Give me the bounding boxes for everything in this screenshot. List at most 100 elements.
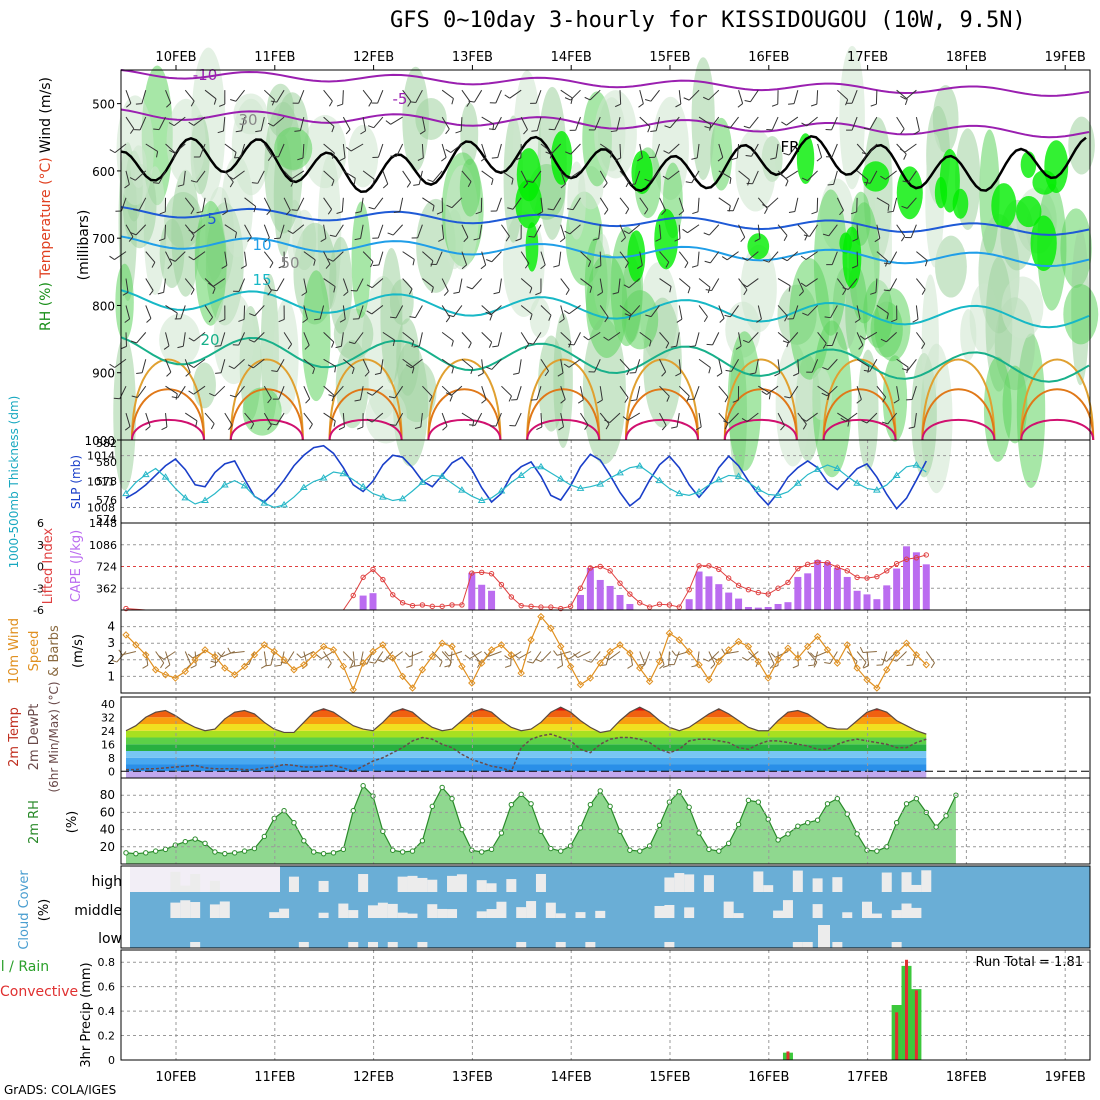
wind-barb-flag: [354, 664, 361, 667]
wind-barb: [481, 116, 495, 125]
wind-barb-flag: [486, 366, 492, 370]
cloud-high-bar: [318, 880, 329, 892]
precip-frame: [120, 949, 1091, 1061]
rh-shade-high: [839, 232, 852, 254]
cape-bar: [586, 567, 594, 610]
wind-barb: [238, 332, 246, 346]
wind-barb-flag: [372, 179, 375, 186]
cloud-middle-bar: [427, 904, 438, 918]
wind-barb-flag: [188, 363, 195, 368]
date-label-bottom: 10FEB: [155, 1070, 196, 1085]
wind-barb: [253, 332, 265, 343]
wind-barb: [145, 305, 152, 319]
wind-barb-flag: [603, 182, 608, 189]
wind-barb: [619, 224, 627, 238]
wind-barb: [291, 170, 305, 179]
wind-barb: [668, 143, 680, 154]
date-axes: 10FEB 11FEB 12FEB 13FEB 14FEB 15FEB 16FEB 17FEB…: [155, 50, 1086, 70]
rh-marker: [320, 850, 327, 857]
wind-barb: [299, 116, 305, 131]
wind-barb: [411, 358, 423, 369]
cloud-middle-bar: [595, 910, 606, 918]
contour-label: -5: [393, 90, 408, 108]
pressure-tick-label: 500: [92, 98, 115, 112]
wind-barb: [276, 89, 285, 103]
rh-shade: [960, 309, 977, 361]
cape-bar: [468, 572, 476, 610]
wind-barb-flag: [409, 316, 416, 319]
cape-bar: [705, 576, 713, 610]
wind-barb: [141, 359, 147, 373]
wind-barb-flag: [215, 372, 222, 374]
wind-barb-flag: [158, 238, 165, 242]
wind-barb: [303, 332, 310, 346]
wind-barb: [570, 143, 581, 155]
wind-barb: [757, 305, 762, 320]
rh-shade: [159, 313, 201, 367]
wind-barb: [774, 651, 789, 658]
wind-barb: [869, 170, 878, 184]
wind-barb-flag: [133, 209, 140, 211]
wind-barb: [777, 359, 781, 374]
wind-barb-flag: [763, 259, 770, 263]
wind-barb: [560, 278, 570, 290]
wind-barb-flag: [264, 237, 270, 243]
wind-barb: [342, 413, 345, 428]
lifted-index-marker: [923, 552, 929, 558]
slp-marker: [497, 487, 506, 494]
rh-shade-high: [1044, 140, 1069, 193]
wind-barb-flag: [704, 260, 711, 264]
rh-tick-label: 80: [100, 788, 115, 802]
credit-label: GrADS: COLA/IGES: [4, 1083, 117, 1097]
lifted-index-marker: [587, 565, 594, 571]
wind-barb: [807, 305, 818, 316]
wind-barb: [441, 278, 449, 292]
rh-shade: [301, 270, 331, 402]
cloud-middle-bar: [447, 909, 458, 918]
lifted-index-marker: [913, 555, 920, 561]
wind-barb-flag: [466, 286, 473, 290]
wind-barb-flag: [565, 151, 571, 155]
wind-barb-flag: [370, 261, 374, 268]
wind-barb: [360, 224, 364, 239]
rh-marker: [765, 816, 771, 822]
wind-barb: [608, 331, 621, 341]
wind-barb-flag: [524, 343, 530, 350]
wind-barb: [676, 332, 680, 347]
wind-barb: [768, 251, 779, 263]
wind-barb-flag: [177, 184, 184, 187]
wind-barb: [916, 278, 926, 290]
rh-marker: [311, 849, 317, 855]
cloud-row-label-high: high: [91, 874, 122, 890]
wind-barb: [174, 143, 186, 154]
cloud-low-bar: [417, 942, 428, 948]
wind-barb: [560, 386, 566, 400]
wind-barb-flag: [267, 155, 273, 161]
wind-barb-flag: [451, 367, 454, 374]
cloud-low-bar: [802, 942, 813, 948]
wind-barb: [422, 278, 434, 288]
rh-marker: [676, 789, 682, 795]
wind-barb-flag: [221, 265, 228, 269]
wind-barb-flag: [449, 395, 453, 402]
wind-speed-marker: [527, 636, 535, 644]
wind-barb-flag: [661, 425, 667, 431]
wind-barb: [659, 359, 667, 373]
lifted-index-marker: [686, 587, 692, 593]
wind-barb-flag: [874, 237, 881, 243]
wind-barb-flag: [388, 396, 396, 399]
wind-barb-flag: [537, 211, 544, 216]
wind-barb-flag: [883, 262, 890, 265]
cloud-low-bar: [516, 942, 527, 948]
wind-barb-flag: [527, 180, 534, 183]
wind-barb-flag: [451, 98, 454, 105]
temp-tick-label: 24: [101, 725, 115, 738]
rh-marker: [637, 848, 643, 854]
cape-bar: [715, 584, 723, 610]
wind-barb-flag: [900, 235, 906, 242]
date-label-top: 15FEB: [649, 50, 690, 65]
wind-barb: [139, 116, 147, 131]
wind-barb-flag: [249, 313, 256, 317]
cloud-low-bar: [555, 942, 566, 948]
rh-shade-high: [1020, 151, 1037, 179]
